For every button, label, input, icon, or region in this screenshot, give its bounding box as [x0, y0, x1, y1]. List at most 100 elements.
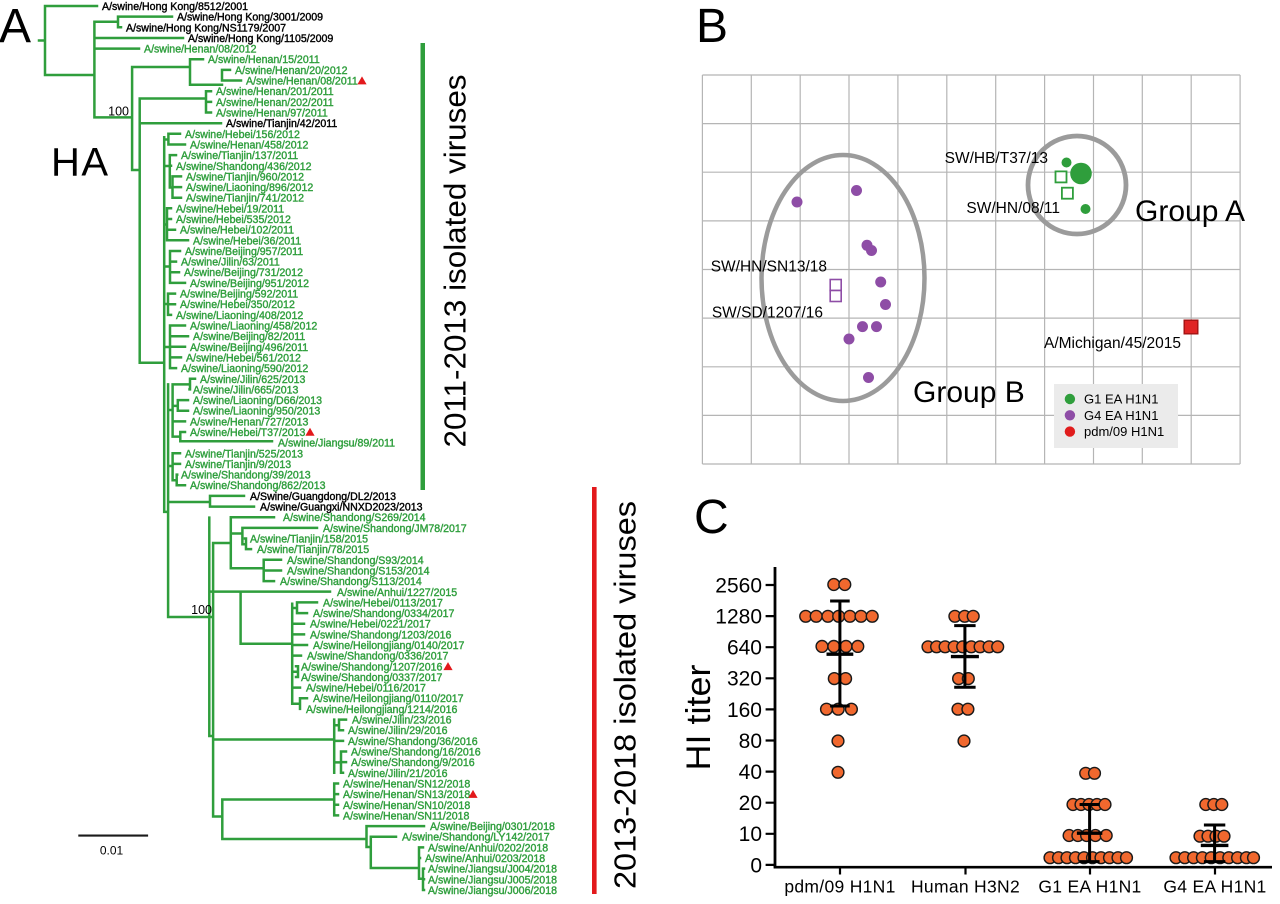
- svg-text:A/swine/Tianjin/137/2011: A/swine/Tianjin/137/2011: [181, 150, 298, 162]
- svg-text:A/swine/Jilin/29/2016: A/swine/Jilin/29/2016: [348, 725, 448, 737]
- svg-text:pdm/09 H1N1: pdm/09 H1N1: [1084, 424, 1164, 439]
- svg-text:A/swine/Jiangsu/J004/2018: A/swine/Jiangsu/J004/2018: [428, 864, 557, 876]
- svg-text:A/swine/Shandong/S93/2014: A/swine/Shandong/S93/2014: [287, 555, 424, 567]
- svg-text:0: 0: [750, 854, 762, 877]
- svg-text:A/swine/Hebei/535/2012: A/swine/Hebei/535/2012: [176, 214, 291, 226]
- svg-text:A/swine/Tianjin/525/2013: A/swine/Tianjin/525/2013: [185, 448, 303, 460]
- svg-text:B: B: [696, 0, 728, 53]
- svg-text:A/swine/Shandong/S269/2014: A/swine/Shandong/S269/2014: [283, 512, 426, 524]
- svg-text:A/swine/Jiangsu/89/2011: A/swine/Jiangsu/89/2011: [278, 438, 395, 450]
- svg-text:SW/HN/SN13/18: SW/HN/SN13/18: [711, 259, 827, 276]
- svg-text:A/swine/Jiangsu/J006/2018: A/swine/Jiangsu/J006/2018: [428, 885, 557, 897]
- svg-text:A/swine/Shandong/S113/2014: A/swine/Shandong/S113/2014: [280, 576, 422, 588]
- svg-text:A/swine/Shandong/9/2016: A/swine/Shandong/9/2016: [351, 757, 475, 769]
- svg-text:Group B: Group B: [913, 376, 1025, 409]
- svg-text:80: 80: [739, 730, 762, 753]
- svg-text:A/swine/Anhui/0203/2018: A/swine/Anhui/0203/2018: [425, 853, 545, 865]
- svg-text:A/swine/Shandong/0336/2017: A/swine/Shandong/0336/2017: [307, 651, 448, 663]
- svg-text:A/swine/Henan/SN12/2018: A/swine/Henan/SN12/2018: [343, 779, 470, 791]
- svg-text:640: 640: [727, 637, 762, 660]
- svg-text:A/swine/Heilongjiang/0110/2017: A/swine/Heilongjiang/0110/2017: [313, 693, 464, 705]
- svg-text:A/swine/Shandong/1207/2016: A/swine/Shandong/1207/2016: [301, 661, 442, 673]
- svg-text:A/swine/Liaoning/896/2012: A/swine/Liaoning/896/2012: [186, 182, 313, 194]
- svg-text:100: 100: [108, 105, 129, 119]
- svg-text:A/swine/Beijing/731/2012: A/swine/Beijing/731/2012: [184, 267, 303, 279]
- svg-text:160: 160: [727, 699, 762, 722]
- svg-text:A/swine/Liaoning/408/2012: A/swine/Liaoning/408/2012: [176, 310, 303, 322]
- svg-text:A/swine/Shandong/1203/2016: A/swine/Shandong/1203/2016: [310, 629, 451, 641]
- svg-text:A/swine/Shandong/39/2013: A/swine/Shandong/39/2013: [181, 470, 311, 482]
- svg-text:A/swine/Liaoning/458/2012: A/swine/Liaoning/458/2012: [190, 321, 317, 333]
- svg-text:A/swine/Shandong/36/2016: A/swine/Shandong/36/2016: [348, 736, 478, 748]
- svg-text:A/swine/Henan/15/2011: A/swine/Henan/15/2011: [208, 54, 320, 66]
- svg-text:C: C: [694, 491, 729, 544]
- svg-text:A/swine/Beijing/0301/2018: A/swine/Beijing/0301/2018: [430, 821, 555, 833]
- svg-text:A/swine/Henan/20/2012: A/swine/Henan/20/2012: [235, 65, 348, 77]
- svg-text:A/swine/Tianjin/741/2012: A/swine/Tianjin/741/2012: [186, 193, 304, 205]
- svg-text:A/swine/Heilongjiang/1214/2016: A/swine/Heilongjiang/1214/2016: [306, 704, 457, 716]
- svg-text:SW/HN/08/11: SW/HN/08/11: [966, 200, 1060, 217]
- svg-text:A/swine/Hebei/T37/2013: A/swine/Hebei/T37/2013: [190, 427, 306, 439]
- svg-text:A/swine/Henan/727/2013: A/swine/Henan/727/2013: [190, 416, 308, 428]
- svg-text:SW/SD/1207/16: SW/SD/1207/16: [712, 305, 823, 322]
- svg-text:A/swine/Shandong/LY142/2017: A/swine/Shandong/LY142/2017: [402, 832, 550, 844]
- svg-text:G1 EA H1N1: G1 EA H1N1: [1038, 877, 1141, 897]
- svg-text:A/swine/Hebei/19/2011: A/swine/Hebei/19/2011: [176, 203, 284, 215]
- svg-text:A/swine/Jilin/63/2011: A/swine/Jilin/63/2011: [181, 257, 280, 269]
- svg-text:A/swine/Henan/SN13/2018: A/swine/Henan/SN13/2018: [343, 789, 470, 801]
- svg-text:A/swine/Hebei/0116/2017: A/swine/Hebei/0116/2017: [306, 683, 426, 695]
- svg-text:A/Michigan/45/2015: A/Michigan/45/2015: [1044, 335, 1181, 352]
- svg-text:A/swine/Henan/97/2011: A/swine/Henan/97/2011: [216, 108, 328, 120]
- svg-text:G1 EA H1N1: G1 EA H1N1: [1084, 392, 1158, 407]
- svg-text:A/swine/Hong Kong/NS1179/2007: A/swine/Hong Kong/NS1179/2007: [126, 22, 286, 34]
- svg-text:A/swine/Hebei/0113/2017: A/swine/Hebei/0113/2017: [323, 597, 443, 609]
- svg-text:A/swine/Liaoning/950/2013: A/swine/Liaoning/950/2013: [193, 406, 320, 418]
- svg-text:A/swine/Jilin/625/2013: A/swine/Jilin/625/2013: [200, 374, 306, 386]
- svg-text:10: 10: [739, 823, 762, 846]
- svg-text:A/swine/Jilin/665/2013: A/swine/Jilin/665/2013: [193, 384, 299, 396]
- svg-text:A/swine/Hong Kong/3001/2009: A/swine/Hong Kong/3001/2009: [177, 12, 323, 24]
- svg-text:Human H3N2: Human H3N2: [911, 877, 1020, 897]
- svg-text:A/swine/Tianjin/42/2011: A/swine/Tianjin/42/2011: [226, 118, 337, 130]
- svg-text:A/swine/Guangxi/NNXD2023/2013: A/swine/Guangxi/NNXD2023/2013: [260, 502, 423, 514]
- svg-text:A/swine/Hong Kong/1105/2009: A/swine/Hong Kong/1105/2009: [188, 33, 333, 45]
- svg-text:A/swine/Tianjin/78/2015: A/swine/Tianjin/78/2015: [257, 544, 369, 556]
- svg-text:A/swine/Shandong/862/2013: A/swine/Shandong/862/2013: [190, 480, 326, 492]
- svg-text:A/swine/Anhui/0202/2018: A/swine/Anhui/0202/2018: [428, 842, 548, 854]
- svg-text:A/swine/Henan/SN11/2018: A/swine/Henan/SN11/2018: [343, 810, 470, 822]
- svg-text:0.01: 0.01: [100, 844, 124, 858]
- svg-text:A/swine/Hebei/350/2012: A/swine/Hebei/350/2012: [180, 299, 295, 311]
- svg-text:A/swine/Beijing/951/2012: A/swine/Beijing/951/2012: [190, 278, 309, 290]
- svg-text:pdm/09 H1N1: pdm/09 H1N1: [784, 877, 895, 897]
- svg-text:A/swine/Shandong/0337/2017: A/swine/Shandong/0337/2017: [301, 672, 442, 684]
- svg-text:A/swine/Hebei/0221/2017: A/swine/Hebei/0221/2017: [310, 619, 431, 631]
- svg-text:A/swine/Hong Kong/8512/2001: A/swine/Hong Kong/8512/2001: [102, 1, 248, 13]
- svg-text:A/swine/Henan/458/2012: A/swine/Henan/458/2012: [190, 140, 308, 152]
- svg-text:A/swine/Heilongjiang/0140/2017: A/swine/Heilongjiang/0140/2017: [313, 640, 464, 652]
- svg-text:A/swine/Liaoning/590/2012: A/swine/Liaoning/590/2012: [181, 363, 308, 375]
- svg-text:A/Swine/Guangdong/DL2/2013: A/Swine/Guangdong/DL2/2013: [250, 491, 396, 503]
- svg-text:A/swine/Tianjin/158/2015: A/swine/Tianjin/158/2015: [250, 534, 368, 546]
- svg-text:A/swine/Beijing/82/2011: A/swine/Beijing/82/2011: [193, 331, 305, 343]
- svg-text:A/swine/Shandong/0334/2017: A/swine/Shandong/0334/2017: [313, 608, 454, 620]
- svg-text:100: 100: [191, 603, 212, 617]
- svg-text:A/swine/Beijing/496/2011: A/swine/Beijing/496/2011: [190, 342, 308, 354]
- svg-text:A/swine/Shandong/JM78/2017: A/swine/Shandong/JM78/2017: [323, 523, 467, 535]
- svg-text:A/swine/Shandong/S153/2014: A/swine/Shandong/S153/2014: [287, 566, 430, 578]
- svg-text:G4 EA H1N1: G4 EA H1N1: [1084, 408, 1158, 423]
- svg-text:HA: HA: [51, 141, 110, 185]
- svg-text:A/swine/Jiangsu/J005/2018: A/swine/Jiangsu/J005/2018: [428, 874, 557, 886]
- svg-text:A/swine/Hebei/102/2011: A/swine/Hebei/102/2011: [180, 225, 294, 237]
- svg-text:A/swine/Hebei/36/2011: A/swine/Hebei/36/2011: [193, 235, 301, 247]
- svg-text:40: 40: [739, 761, 762, 784]
- svg-text:A: A: [0, 0, 31, 53]
- svg-text:2560: 2560: [715, 574, 762, 597]
- svg-text:20: 20: [739, 792, 762, 815]
- svg-text:A/swine/Shandong/436/2012: A/swine/Shandong/436/2012: [176, 161, 312, 173]
- svg-text:2013-2018 isolated viruses: 2013-2018 isolated viruses: [608, 501, 643, 889]
- svg-text:A/swine/Henan/08/2011: A/swine/Henan/08/2011: [246, 76, 358, 88]
- svg-text:A/swine/Liaoning/D66/2013: A/swine/Liaoning/D66/2013: [193, 395, 322, 407]
- svg-text:A/swine/Tianjin/960/2012: A/swine/Tianjin/960/2012: [186, 171, 304, 183]
- svg-text:2011-2013 isolated viruses: 2011-2013 isolated viruses: [438, 75, 473, 448]
- svg-text:A/swine/Hebei/156/2012: A/swine/Hebei/156/2012: [185, 129, 300, 141]
